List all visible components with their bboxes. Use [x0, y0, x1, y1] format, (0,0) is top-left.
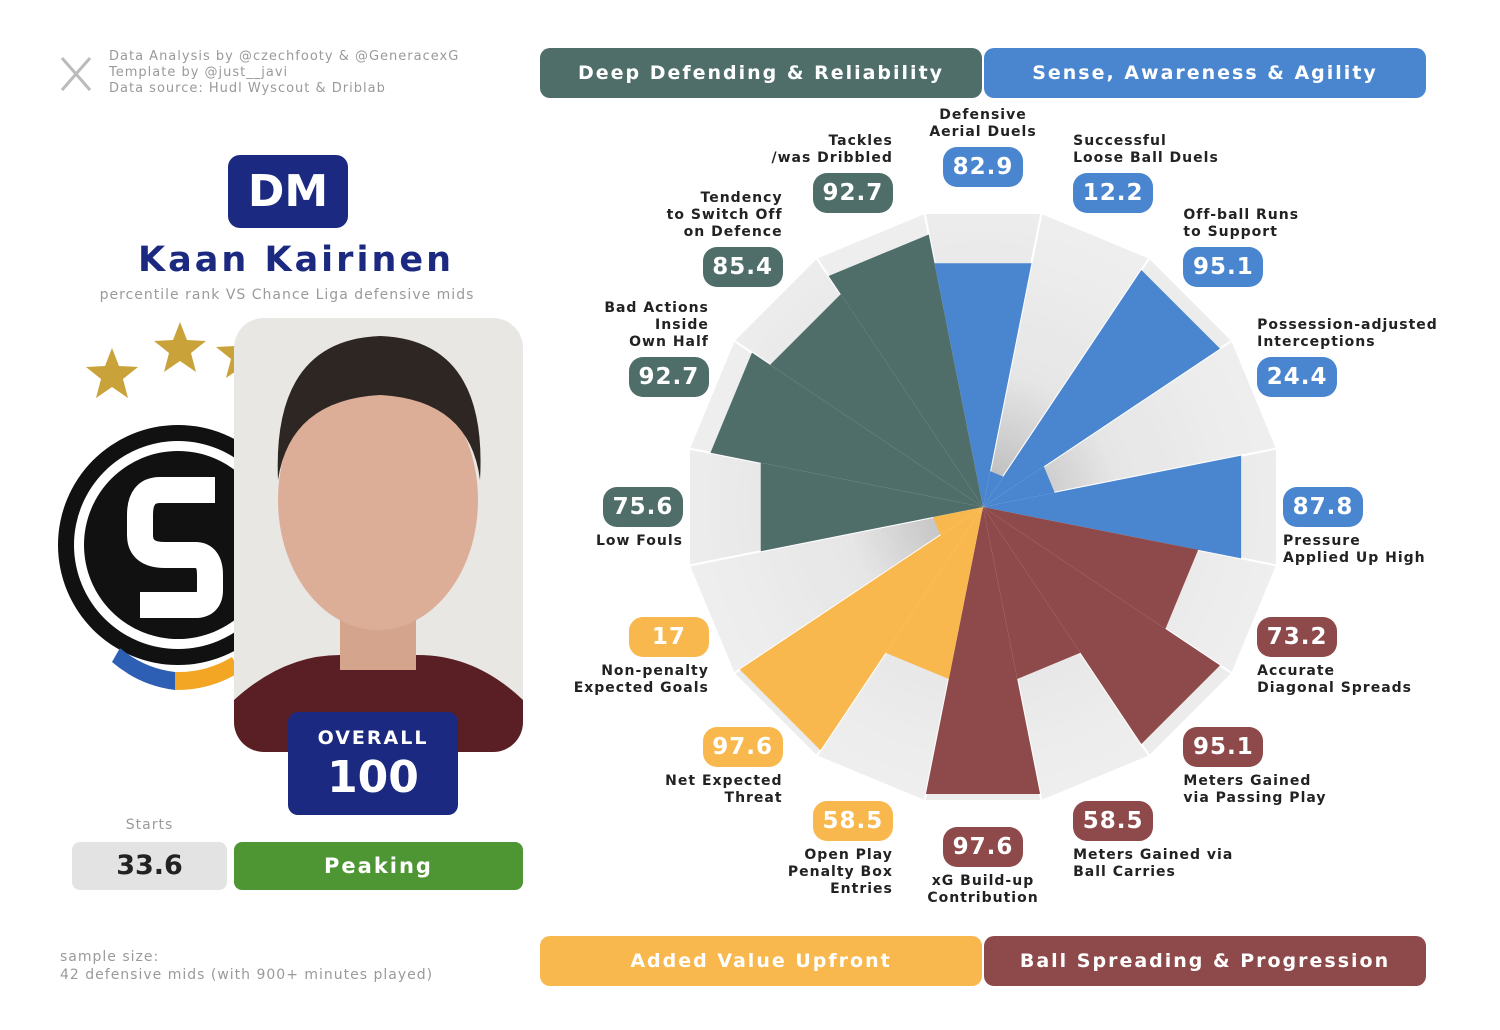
starts-label: Starts: [125, 817, 174, 833]
value-label: 95.1: [1183, 246, 1264, 287]
player-name: Kaan Kairinen: [137, 240, 455, 280]
value-label: 82.9: [943, 147, 1023, 187]
credit: Data Analysis by @czechfooty & @Generace…: [109, 49, 460, 64]
category-label: Off-ball Runs to Support: [1183, 206, 1300, 240]
value-label: 75.6: [603, 487, 683, 527]
legend-header: Deep Defending & Reliability: [540, 48, 982, 98]
credit: Data source: Hudl Wyscout & Driblab: [109, 81, 386, 96]
category-label: Non-penalty Expected Goals: [573, 663, 709, 697]
value-label: 12.2: [1073, 172, 1154, 213]
value-label: 95.1: [1183, 727, 1264, 768]
slice: [983, 466, 1055, 507]
slice: [983, 471, 1004, 507]
slice: [934, 263, 1032, 507]
value-label: 97.6: [943, 827, 1023, 867]
legend-header: Ball Spreading & Progression: [984, 936, 1426, 986]
value-label: 24.4: [1257, 356, 1338, 397]
value-label: 85.4: [702, 246, 783, 287]
category-label: Pressure Applied Up High: [1283, 533, 1426, 566]
value-label: 92.7: [628, 356, 709, 397]
slice: [770, 294, 983, 507]
status-bar: Peaking: [234, 842, 523, 890]
value-label: 97.6: [702, 727, 783, 768]
category-label: Tackles /was Dribbled: [771, 132, 893, 166]
subtitle: percentile rank VS Chance Liga defensive…: [99, 287, 475, 303]
slice: [983, 507, 1081, 679]
category-label: Possession-adjusted Interceptions: [1257, 316, 1438, 350]
overall-value: 100: [327, 752, 419, 803]
value-label: 58.5: [1073, 801, 1154, 842]
slice: [885, 507, 983, 679]
slice: [739, 507, 983, 751]
category-label: Open Play Penalty Box Entries: [787, 847, 893, 898]
category-label: Successful Loose Ball Duels: [1073, 132, 1219, 166]
category-label: Accurate Diagonal Spreads: [1257, 663, 1413, 697]
slice: [925, 507, 1041, 794]
slice: [933, 507, 983, 536]
slice: [828, 234, 983, 507]
category-label: Meters Gained via Ball Carries: [1073, 847, 1234, 881]
position-badge: DM: [228, 155, 348, 228]
slice: [710, 352, 983, 507]
sample-note: 42 defensive mids (with 900+ minutes pla…: [60, 967, 434, 983]
credit: Template by @just__javi: [109, 65, 289, 80]
sample-note: sample size:: [60, 949, 160, 965]
slice: [760, 462, 983, 552]
value-label: 92.7: [812, 172, 893, 213]
slice: [983, 507, 1221, 745]
starts-value: 33.6: [72, 842, 227, 890]
overall-box: [288, 712, 458, 815]
slice: [983, 269, 1221, 507]
player-photo: [234, 318, 523, 752]
legend-header: Added Value Upfront: [540, 936, 982, 986]
category-label: Defensive Aerial Duels: [929, 107, 1037, 140]
category-label: Meters Gained via Passing Play: [1183, 773, 1327, 807]
value-label: 73.2: [1257, 617, 1338, 658]
category-label: xG Build-up Contribution: [927, 873, 1039, 906]
x-logo: [60, 57, 92, 91]
value-label: 58.5: [812, 801, 893, 842]
category-label: Bad Actions Inside Own Half: [604, 299, 709, 350]
category-label: Net Expected Threat: [665, 773, 783, 807]
slice: [983, 455, 1242, 559]
category-label: Tendency to Switch Off on Defence: [666, 189, 783, 240]
value-label: 17: [628, 617, 709, 658]
legend-header: Sense, Awareness & Agility: [984, 48, 1426, 98]
category-label: Low Fouls: [595, 533, 683, 549]
value-label: 87.8: [1283, 487, 1363, 527]
slice: [983, 507, 1199, 629]
overall-label: OVERALL: [317, 727, 429, 749]
